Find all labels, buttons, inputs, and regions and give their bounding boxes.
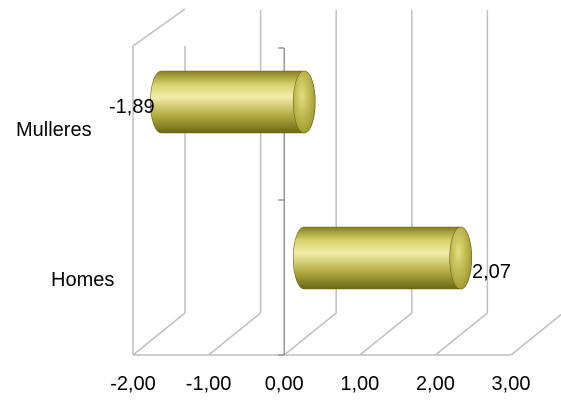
x-tick-label: 2,00 [416, 373, 455, 395]
x-tick-label: 3,00 [492, 373, 531, 395]
data-label: -1,89 [109, 96, 155, 118]
x-tick-label: 0,00 [265, 373, 304, 395]
bar [292, 226, 472, 290]
x-tick-label: -2,00 [110, 373, 156, 395]
x-tick-label: 1,00 [340, 373, 379, 395]
data-label: 2,07 [472, 261, 511, 283]
side-wall-edge [132, 8, 186, 47]
labels: Mulleres Homes -1,89 2,07 -2,00 -1,00 0,00 1,00… [16, 96, 530, 395]
gridline [510, 313, 561, 356]
gridline [283, 10, 337, 356]
bar-cap [292, 70, 316, 134]
x-tick-label: -1,00 [186, 373, 232, 395]
gridlines [132, 8, 561, 356]
bars [150, 70, 472, 290]
category-label: Mulleres [16, 119, 92, 141]
gridline [132, 46, 186, 356]
gridline [359, 10, 413, 356]
gridline [208, 10, 262, 356]
bar-cap [449, 226, 472, 290]
bar [150, 70, 316, 134]
gridline [434, 10, 489, 356]
category-label: Homes [51, 269, 114, 291]
